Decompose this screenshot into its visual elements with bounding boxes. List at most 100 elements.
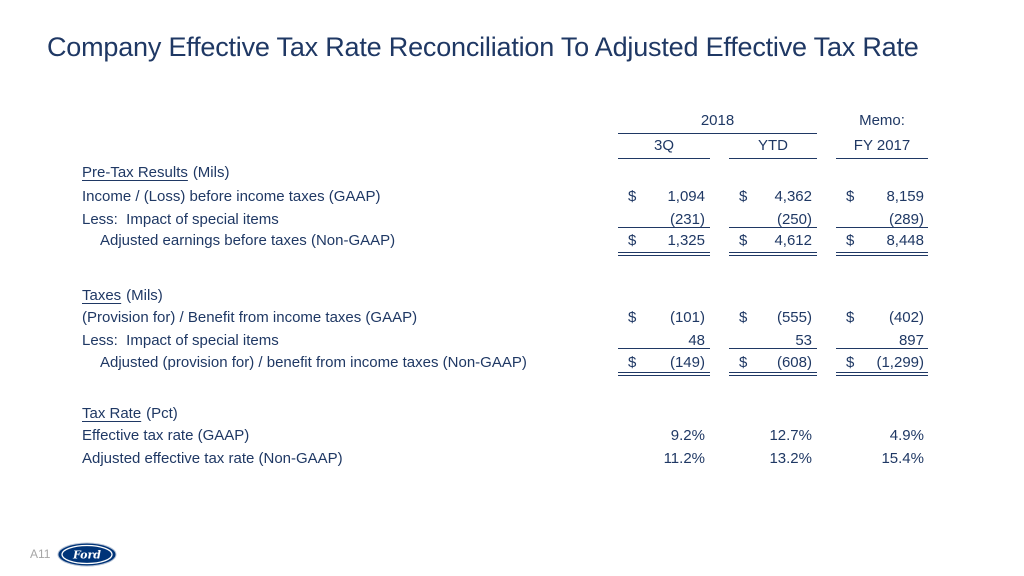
cell-value: (289) — [888, 211, 924, 228]
table-double-rule — [836, 372, 928, 376]
dollar-sign: $ — [846, 309, 855, 326]
cell-ytd: $4,362 — [729, 188, 817, 205]
table-row: Income / (Loss) before income taxes (GAA… — [0, 188, 1024, 205]
slide-title: Company Effective Tax Rate Reconciliatio… — [47, 32, 919, 62]
column-header-fy2017: FY 2017 — [853, 137, 911, 154]
table-double-rule — [836, 252, 928, 256]
dollar-sign: $ — [628, 188, 637, 205]
section-heading-row: Pre-Tax Results (Mils) — [0, 164, 1024, 181]
cell-fy2017: $8,448 — [836, 232, 928, 249]
cell-value: (402) — [888, 309, 924, 326]
row-label: Income / (Loss) before income taxes (GAA… — [82, 188, 381, 205]
cell-value: (1,299) — [876, 354, 924, 371]
cell-value: 15.4% — [881, 450, 924, 467]
row-label: Adjusted (provision for) / benefit from … — [100, 354, 527, 371]
cell-value: 8,448 — [886, 232, 924, 249]
section-heading-unit: (Mils) — [192, 164, 230, 181]
cell-value: 4,362 — [774, 188, 812, 205]
cell-value: 12.7% — [769, 427, 812, 444]
cell-value: (555) — [776, 309, 812, 326]
cell-3q: 48 — [618, 332, 710, 349]
cell-value: 13.2% — [769, 450, 812, 467]
cell-value: 9.2% — [670, 427, 705, 444]
table-row: Adjusted effective tax rate (Non-GAAP) 1… — [0, 450, 1024, 467]
row-label: Adjusted effective tax rate (Non-GAAP) — [82, 450, 343, 467]
table-rule — [618, 348, 710, 349]
dollar-sign: $ — [846, 232, 855, 249]
table-rule — [618, 133, 817, 134]
column-header-3q: 3Q — [653, 137, 674, 154]
cell-fy2017: 4.9% — [836, 427, 928, 444]
section-heading-unit: (Mils) — [126, 287, 163, 304]
cell-value: 4.9% — [889, 427, 924, 444]
cell-value: (608) — [776, 354, 812, 371]
section-heading-row: Taxes (Mils) — [0, 287, 1024, 304]
table-subtotal-row: Adjusted earnings before taxes (Non-GAAP… — [0, 232, 1024, 249]
row-label: Adjusted earnings before taxes (Non-GAAP… — [100, 232, 396, 249]
cell-fy2017: 15.4% — [836, 450, 928, 467]
cell-3q: (231) — [618, 211, 710, 228]
dollar-sign: $ — [846, 354, 855, 371]
section-heading-unit: (Pct) — [146, 405, 178, 422]
column-header-ytd: YTD — [758, 137, 788, 154]
cell-ytd: $ (608) — [729, 354, 817, 371]
cell-value: 48 — [688, 332, 705, 349]
table-rule — [729, 158, 817, 159]
ford-logo-script: Ford — [72, 549, 101, 562]
dollar-sign: $ — [739, 309, 748, 326]
cell-value: 53 — [795, 332, 812, 349]
table-rule — [836, 158, 928, 159]
cell-value: (250) — [776, 211, 812, 228]
cell-value: (231) — [669, 211, 705, 228]
table-rule — [729, 348, 817, 349]
cell-ytd: (250) — [729, 211, 817, 228]
table-row: Less: Impact of special items (231) (250… — [0, 211, 1024, 228]
cell-ytd: 12.7% — [729, 427, 817, 444]
table-double-rule — [618, 252, 710, 256]
cell-ytd: 13.2% — [729, 450, 817, 467]
row-label: Less: Impact of special items — [82, 332, 279, 349]
row-label: Effective tax rate (GAAP) — [82, 427, 250, 444]
dollar-sign: $ — [739, 354, 748, 371]
cell-ytd: $ (555) — [729, 309, 817, 326]
cell-3q: 9.2% — [618, 427, 710, 444]
section-heading-text: Pre-Tax Results — [82, 164, 188, 181]
cell-value: 897 — [898, 332, 924, 349]
cell-fy2017: $8,159 — [836, 188, 928, 205]
dollar-sign: $ — [739, 188, 748, 205]
table-double-rule — [729, 372, 817, 376]
table-rule — [729, 227, 817, 228]
cell-3q: 11.2% — [618, 450, 710, 467]
cell-value: 1,325 — [667, 232, 705, 249]
section-heading-text: Taxes — [82, 287, 122, 304]
table-double-rule — [618, 372, 710, 376]
cell-value: (149) — [669, 354, 705, 371]
table-row: Effective tax rate (GAAP) 9.2% 12.7% 4.9… — [0, 427, 1024, 444]
dollar-sign: $ — [628, 354, 637, 371]
cell-value: 4,612 — [774, 232, 812, 249]
ford-logo-oval — [57, 542, 117, 567]
cell-value: (101) — [669, 309, 705, 326]
cell-value: 11.2% — [663, 450, 705, 467]
dollar-sign: $ — [628, 232, 637, 249]
cell-3q: $1,094 — [618, 188, 710, 205]
section-heading: Taxes (Mils) — [82, 287, 163, 304]
table-rule — [836, 348, 928, 349]
cell-fy2017: $ (1,299) — [836, 354, 928, 371]
ford-logo-inner-ring — [61, 544, 113, 565]
dollar-sign: $ — [846, 188, 855, 205]
cell-fy2017: $ (402) — [836, 309, 928, 326]
section-heading: Tax Rate (Pct) — [82, 405, 178, 422]
section-heading: Pre-Tax Results (Mils) — [82, 164, 229, 181]
table-header-group-row: 2018 Memo: — [0, 112, 1024, 129]
table-double-rule — [729, 252, 817, 256]
section-heading-text: Tax Rate — [82, 405, 142, 422]
cell-ytd: $4,612 — [729, 232, 817, 249]
dollar-sign: $ — [739, 232, 748, 249]
table-row: (Provision for) / Benefit from income ta… — [0, 309, 1024, 326]
row-label: (Provision for) / Benefit from income ta… — [82, 309, 418, 326]
cell-fy2017: 897 — [836, 332, 928, 349]
row-label: Less: Impact of special items — [82, 211, 279, 228]
cell-ytd: 53 — [729, 332, 817, 349]
